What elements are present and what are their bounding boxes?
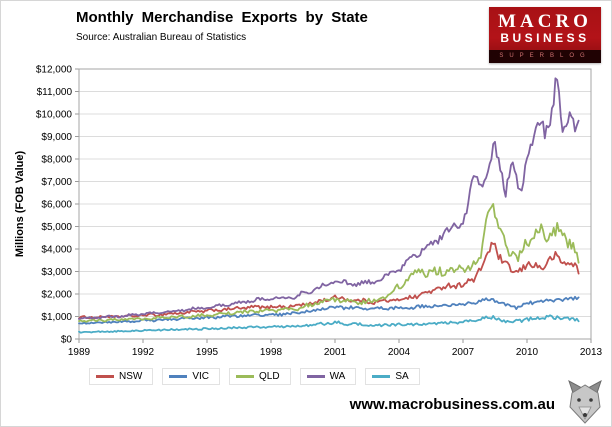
y-tick-label: $2,000: [41, 290, 72, 301]
series-line-qld: [78, 203, 580, 323]
logo-text-superblog: SUPERBLOG: [489, 50, 601, 63]
y-tick-label: $10,000: [36, 110, 73, 121]
y-tick-label: $8,000: [41, 155, 72, 166]
chart-source-note: Source: Australian Bureau of Statistics: [76, 32, 247, 43]
x-tick-label: 2001: [324, 347, 347, 358]
series-line-wa: [78, 77, 580, 320]
y-tick-label: $3,000: [41, 267, 72, 278]
legend-label: VIC: [192, 371, 210, 382]
logo-top: MACRO BUSINESS: [489, 7, 601, 50]
x-tick-label: 2004: [388, 347, 411, 358]
legend-item-qld: QLD: [229, 368, 291, 385]
y-tick-label: $5,000: [41, 222, 72, 233]
legend-swatch-nsw: [96, 375, 114, 378]
y-tick-label: $6,000: [41, 200, 72, 211]
y-tick-label: $11,000: [37, 87, 73, 98]
legend-swatch-sa: [372, 375, 391, 378]
legend-item-nsw: NSW: [89, 368, 154, 385]
y-tick-label: $7,000: [41, 177, 72, 188]
legend-item-sa: SA: [365, 368, 420, 385]
macrobusiness-logo: MACRO BUSINESS SUPERBLOG: [489, 7, 601, 63]
y-tick-label: $4,000: [41, 245, 72, 256]
chart-title: Monthly Merchandise Exports by State: [76, 9, 368, 26]
logo-text-business: BUSINESS: [500, 31, 590, 45]
y-tick-label: $12,000: [36, 65, 73, 76]
x-tick-label: 2013: [580, 347, 603, 358]
x-tick-label: 1998: [260, 347, 283, 358]
y-tick-label: $0: [61, 335, 73, 346]
x-tick-label: 1992: [132, 347, 155, 358]
x-tick-label: 2010: [516, 347, 539, 358]
x-tick-label: 2007: [452, 347, 475, 358]
y-tick-label: $9,000: [41, 132, 72, 143]
legend-label: NSW: [119, 371, 143, 382]
legend-item-vic: VIC: [162, 368, 221, 385]
logo-text-macro: MACRO: [498, 11, 592, 32]
y-tick-label: $1,000: [41, 312, 72, 323]
website-url: www.macrobusiness.com.au: [349, 396, 555, 413]
legend-label: QLD: [259, 371, 280, 382]
series-line-vic: [78, 295, 580, 325]
legend-item-wa: WA: [299, 368, 357, 385]
x-tick-label: 1995: [196, 347, 219, 358]
wolf-logo: [568, 379, 602, 424]
series-line-sa: [78, 314, 580, 334]
legend-swatch-qld: [236, 375, 255, 378]
chart-legend: NSW VIC QLD WA SA: [89, 368, 420, 385]
legend-label: WA: [329, 371, 346, 382]
legend-swatch-wa: [306, 375, 325, 378]
legend-label: SA: [395, 371, 409, 382]
x-tick-label: 1989: [68, 347, 91, 358]
legend-swatch-vic: [169, 375, 188, 378]
